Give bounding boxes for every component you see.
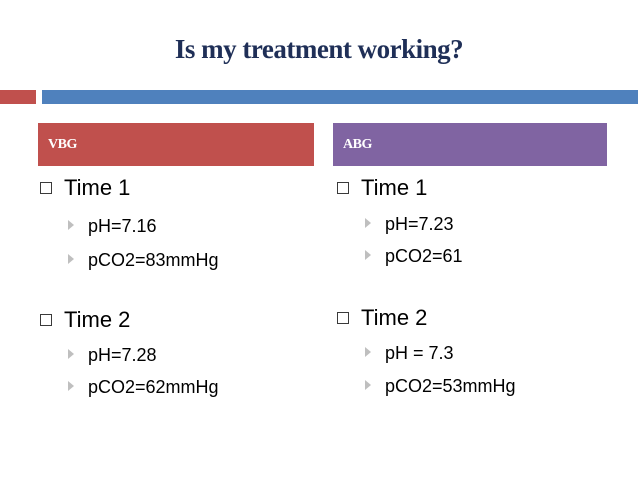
abg-time2-pco2: pCO2=53mmHg [365,376,516,397]
abg-time1-item: Time 1 [337,175,427,201]
arrow-bullet-icon [68,220,74,230]
abg-time2-ph: pH = 7.3 [365,343,454,364]
arrow-bullet-icon [365,347,371,357]
arrow-bullet-icon [68,381,74,391]
abg-time2-item: Time 2 [337,305,427,331]
abg-header: ABG [333,123,607,166]
title-rule-accent [0,90,36,104]
vbg-time2-pco2: pCO2=62mmHg [68,377,219,398]
abg-time1-label: Time 1 [361,175,428,200]
vbg-time2-pco2-value: pCO2=62mmHg [88,377,219,397]
square-bullet-icon [337,312,349,324]
abg-time1-ph-value: pH=7.23 [385,214,454,234]
vbg-time1-ph-value: pH=7.16 [88,216,157,236]
abg-time2-ph-value: pH = 7.3 [385,343,454,363]
abg-time2-pco2-value: pCO2=53mmHg [385,376,516,396]
abg-time1-ph: pH=7.23 [365,214,454,235]
abg-time1-pco2-value: pCO2=61 [385,246,463,266]
vbg-time1-ph: pH=7.16 [68,216,157,237]
vbg-time2-ph-value: pH=7.28 [88,345,157,365]
vbg-header: VBG [38,123,314,166]
vbg-time1-pco2: pCO2=83mmHg [68,250,219,271]
arrow-bullet-icon [365,250,371,260]
vbg-time1-label: Time 1 [64,175,131,200]
vbg-time2-label: Time 2 [64,307,131,332]
vbg-time2-item: Time 2 [40,307,130,333]
abg-time1-pco2: pCO2=61 [365,246,463,267]
square-bullet-icon [337,182,349,194]
arrow-bullet-icon [68,349,74,359]
vbg-time2-ph: pH=7.28 [68,345,157,366]
title-rule [42,90,638,104]
slide-title: Is my treatment working? [174,34,464,64]
vbg-time1-item: Time 1 [40,175,130,201]
arrow-bullet-icon [365,380,371,390]
arrow-bullet-icon [68,254,74,264]
square-bullet-icon [40,314,52,326]
abg-time2-label: Time 2 [361,305,428,330]
vbg-time1-pco2-value: pCO2=83mmHg [88,250,219,270]
arrow-bullet-icon [365,218,371,228]
square-bullet-icon [40,182,52,194]
